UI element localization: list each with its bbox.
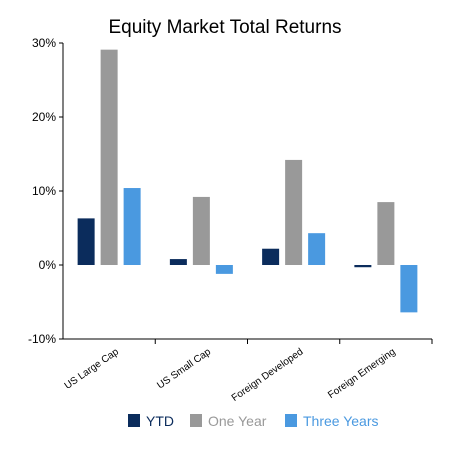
legend-swatch: [190, 414, 202, 427]
bar-three-years: [123, 188, 141, 265]
x-tick-label: Foreign Developed: [230, 346, 306, 403]
bar-ytd: [77, 218, 95, 265]
bar-ytd: [354, 265, 372, 268]
legend-label: Three Years: [303, 413, 379, 429]
y-tick-label: 10%: [32, 184, 56, 198]
legend-label: YTD: [146, 413, 174, 429]
x-tick-label: US Large Cap: [63, 346, 122, 392]
bar-three-years: [308, 233, 326, 265]
bar-three-years: [400, 265, 418, 313]
plot-area: -10% 0% 10% 20% 30% US Large Cap US Small Cap F…: [28, 36, 433, 404]
bar-one-year: [285, 159, 303, 265]
bar-one-year: [377, 202, 395, 265]
y-tick-label: 20%: [32, 110, 56, 124]
y-tick-label: -10%: [28, 332, 56, 346]
y-tick-label: 30%: [32, 36, 56, 50]
legend-swatch: [285, 414, 297, 427]
x-tick-label: Foreign Emerging: [326, 346, 397, 401]
bar-one-year: [192, 196, 210, 265]
bar-ytd: [169, 259, 187, 265]
chart-title: Equity Market Total Returns: [108, 17, 341, 38]
bar-one-year: [100, 49, 118, 265]
bar-three-years: [215, 265, 233, 274]
x-tick-label: US Small Cap: [155, 346, 213, 391]
bar-ytd: [262, 248, 280, 265]
y-tick-label: 0%: [39, 258, 57, 272]
legend: YTD One Year Three Years: [128, 413, 379, 429]
legend-swatch: [128, 414, 140, 427]
legend-label: One Year: [208, 413, 267, 429]
